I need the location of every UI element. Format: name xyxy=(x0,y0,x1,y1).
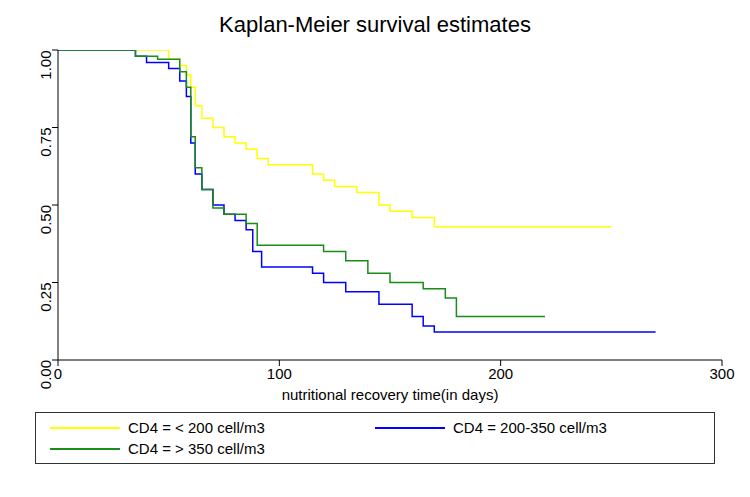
html-text:Kaplan-Meier survival estimate: Kaplan-Meier survival estimates xyxy=(219,12,531,37)
svg-text:0.25: 0.25 xyxy=(37,283,54,312)
html-text:CD4 = > 350 cell/m3: CD4 = > 350 cell/m3 xyxy=(128,440,265,457)
svg-text:nutritional recovery time(in d: nutritional recovery time(in days) xyxy=(282,386,499,403)
html-text:CD4 = < 200 cell/m3: CD4 = < 200 cell/m3 xyxy=(128,419,265,436)
svg-text:1.00: 1.00 xyxy=(37,51,54,80)
svg-text:200: 200 xyxy=(488,365,513,382)
html-text:CD4 = 200-350 cell/m3: CD4 = 200-350 cell/m3 xyxy=(453,419,607,436)
svg-text:100: 100 xyxy=(267,365,292,382)
svg-text:0.00: 0.00 xyxy=(37,360,54,389)
svg-text:0.75: 0.75 xyxy=(37,128,54,157)
svg-text:0: 0 xyxy=(54,365,62,382)
svg-text:300: 300 xyxy=(709,365,734,382)
svg-text:0.50: 0.50 xyxy=(37,205,54,234)
